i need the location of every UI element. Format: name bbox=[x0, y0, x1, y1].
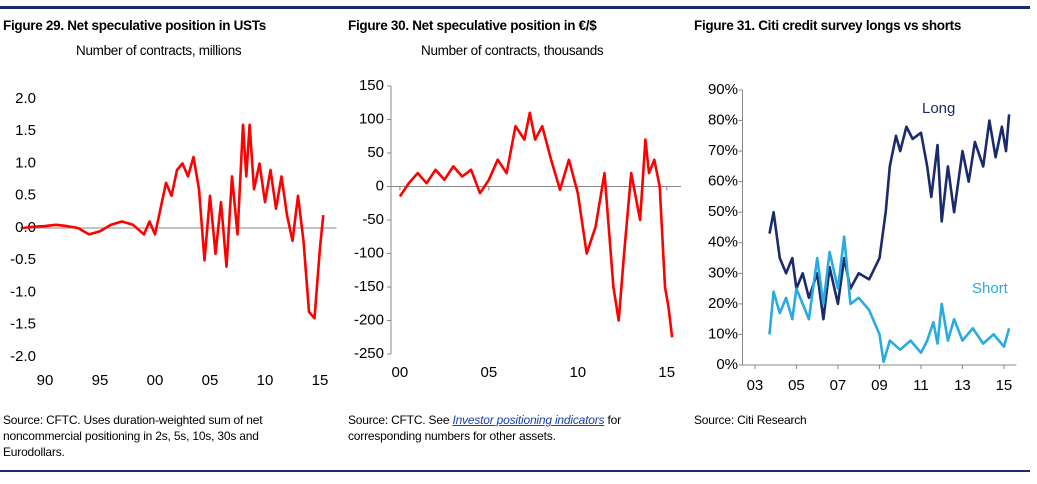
data-line bbox=[22, 123, 325, 320]
x-tick-label: 00 bbox=[392, 364, 409, 381]
y-tick-label: 150 bbox=[359, 77, 384, 94]
y-tick-label: -250 bbox=[354, 345, 384, 362]
y-tick-label: 60% bbox=[708, 173, 738, 190]
y-tick-label: 2.0 bbox=[15, 90, 36, 107]
chart-title: Figure 30. Net speculative position in €… bbox=[348, 18, 597, 33]
source-text: for corresponding numbers for other asse… bbox=[348, 413, 621, 443]
y-tick-label: 0% bbox=[716, 356, 738, 373]
x-tick-label: 11 bbox=[913, 377, 929, 394]
y-tick-label: 1.5 bbox=[15, 122, 36, 139]
bottom-rule bbox=[0, 470, 1030, 472]
x-tick-label: 05 bbox=[788, 377, 805, 394]
source-text: Source: CFTC. See bbox=[348, 413, 453, 427]
chart-subtitle: Number of contracts, millions bbox=[76, 43, 242, 58]
source-note: Source: CFTC. See Investor positioning i… bbox=[348, 412, 653, 444]
y-tick-label: 70% bbox=[708, 142, 738, 159]
y-tick-label: -100 bbox=[354, 244, 384, 261]
x-tick-label: 15 bbox=[658, 364, 675, 381]
y-tick-label: 80% bbox=[708, 112, 738, 129]
x-tick-label: 95 bbox=[92, 372, 109, 389]
y-tick-label: -150 bbox=[354, 278, 384, 295]
chart-subtitle: Number of contracts, thousands bbox=[421, 43, 604, 58]
y-tick-label: -50 bbox=[362, 211, 384, 228]
x-tick-label: 10 bbox=[569, 364, 586, 381]
x-tick-label: 05 bbox=[481, 364, 498, 381]
y-tick-label: 100 bbox=[359, 110, 384, 127]
data-line bbox=[398, 111, 674, 338]
y-tick-label: 0 bbox=[376, 177, 384, 194]
x-tick-label: 09 bbox=[871, 377, 888, 394]
data-line bbox=[768, 235, 1011, 364]
y-tick-label: 1.0 bbox=[15, 154, 36, 171]
series-label: Long bbox=[922, 100, 955, 117]
y-tick-label: 30% bbox=[708, 264, 738, 281]
y-tick-label: 10% bbox=[708, 325, 738, 342]
chart-title: Figure 29. Net speculative position in U… bbox=[3, 18, 266, 33]
chart-title: Figure 31. Citi credit survey longs vs s… bbox=[694, 18, 962, 33]
x-tick-label: 05 bbox=[202, 372, 219, 389]
source-note: Source: CFTC. Uses duration-weighted sum… bbox=[3, 413, 263, 459]
y-tick-label: -2.0 bbox=[10, 348, 36, 365]
y-tick-label: 0.5 bbox=[15, 187, 36, 204]
y-tick-label: 90% bbox=[708, 81, 738, 98]
x-tick-label: 10 bbox=[257, 372, 274, 389]
y-tick-label: 50 bbox=[367, 144, 384, 161]
x-tick-label: 03 bbox=[747, 377, 764, 394]
x-tick-label: 90 bbox=[37, 372, 54, 389]
x-tick-label: 07 bbox=[830, 377, 847, 394]
data-line bbox=[768, 114, 1011, 321]
top-rule bbox=[0, 6, 1030, 9]
y-tick-label: 40% bbox=[708, 234, 738, 251]
x-tick-label: 15 bbox=[312, 372, 329, 389]
y-tick-label: 20% bbox=[708, 295, 738, 312]
y-tick-label: -1.5 bbox=[10, 316, 36, 333]
series-label: Short bbox=[972, 280, 1009, 297]
y-tick-label: -1.0 bbox=[10, 283, 36, 300]
y-tick-label: 50% bbox=[708, 203, 738, 220]
y-tick-label: -0.5 bbox=[10, 251, 36, 268]
source-note: Source: Citi Research bbox=[694, 413, 807, 427]
source-link[interactable]: Investor positioning indicators bbox=[452, 413, 605, 427]
y-tick-label: -200 bbox=[354, 311, 384, 328]
x-tick-label: 15 bbox=[996, 377, 1013, 394]
x-tick-label: 13 bbox=[954, 377, 971, 394]
x-tick-label: 00 bbox=[147, 372, 164, 389]
